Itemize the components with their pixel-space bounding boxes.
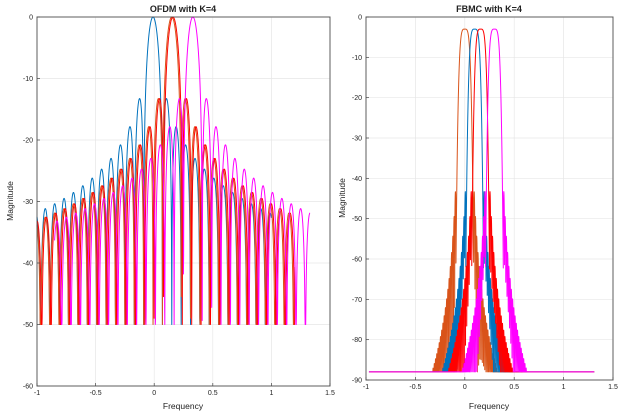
x-tick-label: -0.5 <box>90 390 102 397</box>
y-tick-label: 0 <box>358 15 362 22</box>
x-tick-label: -0.5 <box>409 384 421 391</box>
y-tick-label: -30 <box>23 199 33 206</box>
chart-title-ofdm: OFDM with K=4 <box>150 4 216 14</box>
x-tick-label: 0 <box>463 384 467 391</box>
y-tick-label: -10 <box>23 76 33 83</box>
x-tick-label: 1.5 <box>325 390 335 397</box>
series-line-4 <box>368 28 595 373</box>
x-tick-label: 0 <box>152 390 156 397</box>
x-tick-label: 1.5 <box>608 384 618 391</box>
y-tick-label: -40 <box>23 261 33 268</box>
y-tick-label: -60 <box>23 384 33 391</box>
x-tick-label: 1 <box>562 384 566 391</box>
y-tick-label: -80 <box>352 337 362 344</box>
chart-ofdm: -1 -0.5 0 0.5 1 1.5 -60 -50 -40 -30 -20 -10 0 OFDM w… <box>5 4 335 411</box>
chart-fbmc: -1 -0.5 0 0.5 1 1.5 -90 -80 -70 -60 -50 -40 -30 -20 -1… <box>337 4 618 411</box>
x-tick-label: -1 <box>363 384 369 391</box>
y-tick-label: -10 <box>352 55 362 62</box>
y-tick-label: -20 <box>23 138 33 145</box>
x-tick-label: -1 <box>34 390 40 397</box>
y-axis-label-ofdm: Magnitude <box>5 181 15 221</box>
y-tick-label: -40 <box>352 176 362 183</box>
y-tick-label: -90 <box>352 378 362 385</box>
y-tick-label: -60 <box>352 257 362 264</box>
x-axis-label-fbmc: Frequency <box>469 401 510 411</box>
x-axis-label-ofdm: Frequency <box>163 401 204 411</box>
x-tick-label: 1 <box>269 390 273 397</box>
ticks-fbmc: -1 -0.5 0 0.5 1 1.5 -90 -80 -70 -60 -50 -40 -30 -20 -1… <box>352 15 618 392</box>
series-line-4 <box>54 16 311 325</box>
chart-title-fbmc: FBMC with K=4 <box>456 4 522 14</box>
y-tick-label: -50 <box>23 322 33 329</box>
y-tick-label: 0 <box>29 15 33 22</box>
ticks-ofdm: -1 -0.5 0 0.5 1 1.5 -60 -50 -40 -30 -20 -10 0 <box>23 15 335 398</box>
x-tick-label: 0.5 <box>509 384 519 391</box>
x-tick-label: 0.5 <box>208 390 218 397</box>
y-tick-label: -70 <box>352 297 362 304</box>
y-tick-label: -20 <box>352 95 362 102</box>
y-axis-label-fbmc: Magnitude <box>337 178 347 218</box>
series-ofdm <box>36 16 311 325</box>
y-tick-label: -50 <box>352 216 362 223</box>
y-tick-label: -30 <box>352 136 362 143</box>
series-fbmc <box>368 28 595 373</box>
